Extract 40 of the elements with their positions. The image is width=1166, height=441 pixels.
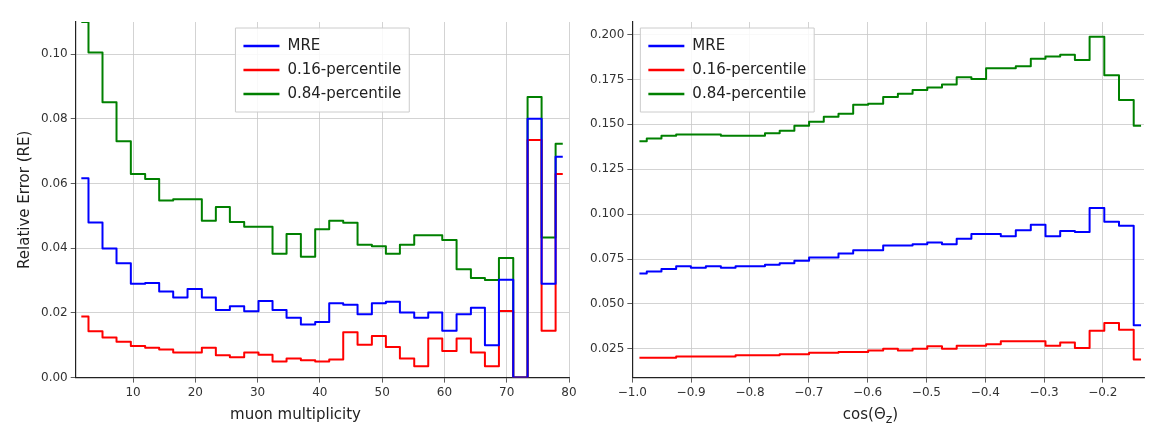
y-tick-label: 0.150 — [589, 116, 625, 131]
x-tick-label: −0.5 — [911, 384, 941, 399]
y-tick-label: 0.175 — [589, 71, 625, 86]
x-axis-title: cos(Θ$_{z}$) — [841, 405, 900, 426]
legend-label: MRE — [287, 35, 321, 54]
legend-label: 0.16-percentile — [287, 59, 402, 78]
x-tick-label: 40 — [312, 384, 328, 399]
x-tick-label: 60 — [436, 384, 453, 399]
x-tick-label: −0.7 — [794, 384, 824, 399]
x-tick-label: 20 — [187, 384, 203, 399]
x-tick-label: −0.3 — [1029, 384, 1059, 399]
y-tick-label: 0.025 — [589, 340, 625, 355]
legend-label: MRE — [692, 35, 726, 54]
y-tick-label: 0.02 — [41, 305, 68, 320]
y-tick-label: 0.200 — [589, 26, 625, 41]
y-tick-label: 0.10 — [41, 46, 68, 61]
legend-label: 0.16-percentile — [692, 59, 807, 78]
y-tick-label: 0.00 — [41, 369, 68, 384]
y-tick-label: 0.050 — [589, 296, 625, 311]
x-tick-label: −0.2 — [1088, 384, 1118, 399]
y-tick-label: 0.08 — [41, 111, 68, 126]
x-tick-label: −0.4 — [970, 384, 1000, 399]
x-tick-label: −0.9 — [676, 384, 706, 399]
x-tick-label: −0.8 — [735, 384, 765, 399]
y-tick-label: 0.100 — [589, 206, 625, 221]
x-tick-label: −0.6 — [853, 384, 883, 399]
y-axis-title: Relative Error (RE) — [14, 130, 33, 269]
x-tick-label: 10 — [125, 384, 141, 399]
y-tick-label: 0.06 — [41, 175, 68, 190]
x-tick-label: 80 — [561, 384, 577, 399]
y-tick-label: 0.125 — [589, 161, 625, 176]
x-tick-label: 50 — [374, 384, 390, 399]
x-tick-label: 70 — [499, 384, 515, 399]
x-axis-title: muon multiplicity — [229, 405, 362, 423]
legend-label: 0.84-percentile — [692, 83, 807, 102]
x-tick-label: −1.0 — [617, 384, 647, 399]
legend-label: 0.84-percentile — [287, 83, 402, 102]
x-tick-label: 30 — [249, 384, 266, 399]
y-tick-label: 0.04 — [41, 240, 68, 255]
y-tick-label: 0.075 — [589, 251, 625, 266]
